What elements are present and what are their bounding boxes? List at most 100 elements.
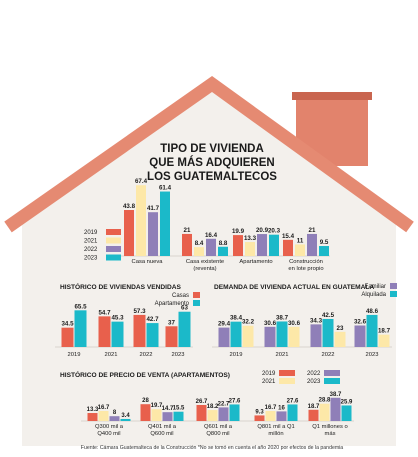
legend-swatch-2022 xyxy=(324,370,340,376)
bar-tipo-casa-existente-reventa-2019 xyxy=(182,233,192,256)
category-label: 2022 xyxy=(140,352,153,358)
bar-precio-q300-mil-a-q400-mil-2022 xyxy=(109,416,120,421)
category-label: Apartamento xyxy=(239,259,272,265)
legend-viviendas-vendidas: Casas Apartamento xyxy=(155,292,200,307)
category-label: Q400 mil xyxy=(97,431,120,437)
value-label: 32.6 xyxy=(354,318,367,325)
legend-swatch-apartamento xyxy=(193,300,200,306)
value-label: 37 xyxy=(168,319,175,326)
bar-precio-q801-mil-a-q1-millon-2019 xyxy=(254,415,265,421)
roof xyxy=(4,76,414,233)
legend-swatch-2023 xyxy=(324,378,340,384)
bar-demanda-2023-s2 xyxy=(378,334,390,347)
chart-demanda-title: DEMANDA DE VIVIENDA ACTUAL EN GUATEMALA xyxy=(214,284,374,291)
bar-tipo-casa-nueva-2021 xyxy=(136,185,146,256)
category-label: en lote propio xyxy=(288,266,323,272)
value-label: 13.3 xyxy=(244,235,257,242)
chart-viviendas-vendidas: 34.5 65.5 2019 54.745.3 2021 57.342.7 2022 37 63… xyxy=(55,303,193,358)
bar-precio-q801-mil-a-q1-millon-2022 xyxy=(276,411,287,421)
bar-vendidas-2019-apartamento xyxy=(74,310,87,347)
bar-demanda-2021-familiar xyxy=(264,326,276,347)
bar-precio-q601-mil-a-q800-mil-2023 xyxy=(229,404,240,421)
bar-tipo-casa-existente-reventa-2021 xyxy=(194,247,204,256)
bar-demanda-2023-alquilada xyxy=(366,314,378,347)
bar-tipo-apartamento-2022 xyxy=(257,234,267,256)
value-label: 9.3 xyxy=(255,409,264,415)
value-label: 54.7 xyxy=(98,309,111,316)
legend-label-familiar: Familiar xyxy=(365,284,386,290)
value-label: 18.7 xyxy=(378,328,391,335)
legend-swatch-2021 xyxy=(279,378,295,384)
value-label: 21 xyxy=(309,227,316,234)
bar-tipo-apartamento-2021 xyxy=(245,242,255,256)
bar-precio-q401-mil-a-q600-mil-2019 xyxy=(140,404,151,421)
bar-vendidas-2019-casas xyxy=(61,327,74,347)
category-label: 2019 xyxy=(230,352,243,358)
category-label: Q1 millones o xyxy=(312,424,347,430)
bar-vendidas-2022-casas xyxy=(133,314,146,347)
bar-tipo-casa-existente-reventa-2022 xyxy=(206,238,216,256)
bar-tipo-apartamento-2019 xyxy=(233,235,243,256)
category-label: Q800 mil xyxy=(206,431,229,437)
value-label: 38.4 xyxy=(230,315,243,322)
legend-swatch-2019 xyxy=(106,229,121,235)
chart-vendidas-title: HISTÓRICO DE VIVIENDAS VENDIDAS xyxy=(60,282,182,291)
value-label: 16 xyxy=(278,405,285,411)
legend-demanda: Familiar Alquilada xyxy=(361,283,397,298)
legend-tipo-de-vivienda: 2019 2021 2022 2023 xyxy=(84,229,121,262)
legend-swatch-2022 xyxy=(106,246,121,252)
value-label: 16.7 xyxy=(98,405,110,411)
category-label: Q801 mil a Q1 xyxy=(257,424,294,430)
bar-precio-q1-millones-o-mas-2023 xyxy=(341,405,352,421)
bar-precio-q601-mil-a-q800-mil-2022 xyxy=(218,407,229,421)
value-label: 20.3 xyxy=(268,228,281,235)
bar-tipo-construccion-en-lote-propio-2023 xyxy=(319,246,329,256)
bar-precio-q601-mil-a-q800-mil-2021 xyxy=(207,410,218,421)
bar-precio-q300-mil-a-q400-mil-2019 xyxy=(87,413,98,421)
category-label: 2022 xyxy=(322,352,335,358)
value-label: 42.7 xyxy=(146,316,159,323)
bar-demanda-2022-alquilada xyxy=(322,318,334,347)
legend-swatch-familiar xyxy=(390,283,397,289)
legend-label-2022: 2022 xyxy=(84,247,98,253)
chimney-cap xyxy=(292,92,372,100)
value-label: 14.7 xyxy=(162,406,174,412)
bar-vendidas-2023-apartamento xyxy=(178,311,191,347)
category-label: millón xyxy=(268,431,283,437)
bar-precio-q1-millones-o-mas-2022 xyxy=(330,397,341,421)
value-label: 42.5 xyxy=(322,312,335,319)
bar-vendidas-2023-casas xyxy=(165,326,178,347)
bar-precio-q1-millones-o-mas-2021 xyxy=(319,403,330,421)
value-label: 30.6 xyxy=(264,320,277,327)
bar-precio-q801-mil-a-q1-millon-2023 xyxy=(287,404,298,421)
value-label: 28 xyxy=(142,398,149,404)
legend-label-2019: 2019 xyxy=(262,371,276,377)
value-label: 15.5 xyxy=(173,406,185,412)
bar-tipo-construccion-en-lote-propio-2019 xyxy=(283,239,293,256)
value-label: 57.3 xyxy=(133,308,146,315)
bar-precio-q401-mil-a-q600-mil-2021 xyxy=(151,409,162,421)
bar-demanda-2021-s2 xyxy=(288,326,300,347)
legend-swatch-2021 xyxy=(106,237,121,244)
category-label: 2023 xyxy=(172,352,185,358)
category-label: Casa nueva xyxy=(132,259,164,265)
value-label: 8.8 xyxy=(219,240,228,247)
value-label: 38.7 xyxy=(276,314,289,321)
legend-swatch-2023 xyxy=(106,254,121,261)
value-label: 65.5 xyxy=(74,303,87,310)
value-label: 20.9 xyxy=(256,227,269,234)
value-label: 22.7 xyxy=(218,401,230,407)
bar-precio-q300-mil-a-q400-mil-2021 xyxy=(98,410,109,421)
bar-precio-q1-millones-o-mas-2019 xyxy=(308,409,319,421)
legend-swatch-2019 xyxy=(279,370,295,376)
legend-label-2021: 2021 xyxy=(84,239,98,245)
legend-swatch-casas xyxy=(193,292,200,298)
bar-demanda-2019-alquilada xyxy=(230,321,242,347)
value-label: 48.6 xyxy=(366,308,379,315)
value-label: 63 xyxy=(181,305,188,312)
value-label: 13.3 xyxy=(87,407,99,413)
legend-label-2023: 2023 xyxy=(307,379,321,385)
house-wall xyxy=(22,92,396,446)
value-label: 9.5 xyxy=(320,239,329,246)
